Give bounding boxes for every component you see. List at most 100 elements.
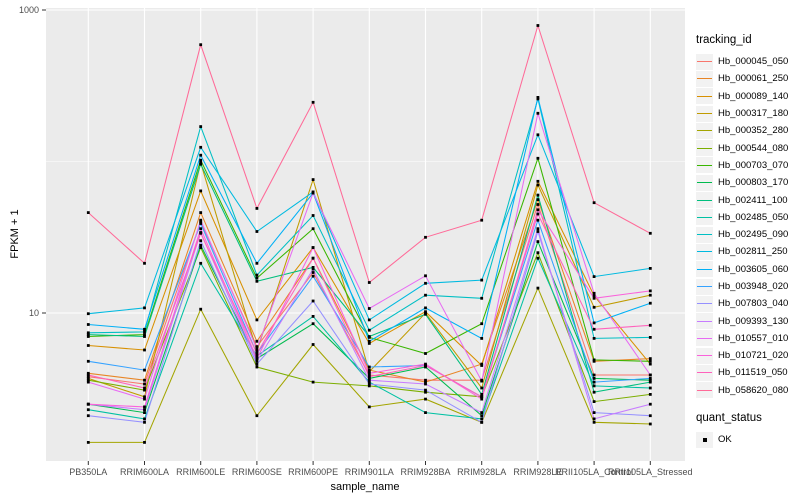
data-point-marker — [592, 420, 596, 424]
data-point-marker — [536, 179, 540, 183]
data-point-marker — [592, 390, 596, 394]
data-point-marker — [424, 365, 427, 369]
data-point-marker — [199, 227, 203, 231]
legend-item-Hb_000703_070: Hb_000703_070 — [696, 157, 800, 174]
legend-item-Hb_002495_090: Hb_002495_090 — [696, 226, 800, 243]
legend-key-line — [697, 147, 712, 149]
legend-item-label: Hb_000045_050 — [718, 56, 789, 68]
data-point-marker — [311, 266, 315, 269]
legend-key-line — [697, 130, 712, 132]
data-point-marker — [143, 261, 146, 265]
data-point-marker — [255, 318, 259, 322]
legend-quant-items: OK — [696, 431, 800, 448]
data-point-marker — [311, 191, 315, 195]
data-point-marker — [367, 384, 371, 388]
data-point-marker — [536, 111, 540, 115]
data-point-marker — [648, 402, 652, 406]
legend-key-line — [697, 355, 712, 357]
legend-item-label: Hb_011519_050 — [718, 367, 788, 379]
data-point-marker — [143, 330, 146, 334]
data-point-marker — [592, 305, 596, 309]
data-point-marker — [86, 373, 90, 377]
data-point-marker — [143, 441, 146, 444]
data-point-marker — [311, 227, 315, 231]
legend-item-label: Hb_000803_170 — [718, 177, 789, 189]
data-point-marker — [424, 382, 427, 386]
data-point-marker — [648, 357, 652, 360]
data-point-marker — [199, 145, 203, 149]
data-point-marker — [143, 388, 146, 392]
data-point-marker — [86, 375, 90, 379]
data-point-marker — [592, 327, 596, 331]
data-point-marker — [367, 371, 371, 375]
data-point-marker — [424, 293, 427, 297]
data-point-marker — [480, 379, 484, 383]
data-point-marker — [424, 274, 427, 278]
legend-item-Hb_009393_130: Hb_009393_130 — [696, 312, 800, 330]
data-point-marker — [199, 189, 203, 193]
data-point-marker — [255, 365, 259, 369]
data-point-marker — [86, 312, 90, 316]
data-point-marker — [311, 315, 315, 318]
x-tick-label: RRIM901LA — [345, 467, 394, 477]
legend-item-Hb_000045_050: Hb_000045_050 — [696, 53, 800, 70]
data-point-marker — [536, 183, 540, 187]
data-point-marker — [255, 230, 259, 233]
data-point-marker — [86, 323, 90, 326]
legend-key-swatch — [696, 192, 713, 209]
legend-item-label: Hb_010721_020 — [718, 350, 789, 362]
data-point-marker — [367, 365, 371, 369]
data-point-marker — [86, 380, 90, 384]
data-point-marker — [480, 364, 484, 367]
legend-key-swatch — [696, 140, 713, 157]
legend-item-Hb_000352_280: Hb_000352_280 — [696, 122, 800, 139]
data-point-marker — [536, 97, 540, 101]
data-point-marker — [199, 218, 203, 222]
legend-item-label: Hb_000352_280 — [718, 125, 789, 137]
data-point-marker — [255, 261, 259, 265]
legend: tracking_id Hb_000045_050 Hb_000061_250 Hb… — [696, 34, 800, 448]
legend-item-label: Hb_003948_020 — [718, 281, 789, 292]
data-point-marker — [255, 276, 259, 280]
data-point-marker — [199, 125, 203, 128]
data-point-marker — [143, 405, 146, 409]
data-point-marker — [311, 271, 315, 274]
legend-items: Hb_000045_050 Hb_000061_250 Hb_000089_140 H… — [696, 53, 800, 399]
data-point-marker — [424, 281, 427, 285]
data-point-marker — [367, 382, 371, 386]
x-axis-title: sample_name — [330, 481, 400, 493]
legend-key-line — [697, 61, 712, 63]
data-point-marker — [143, 382, 146, 386]
x-tick-label: RRII105LA_Stressed — [608, 467, 693, 477]
y-axis-title: FPKM + 1 — [9, 209, 21, 259]
data-point-marker — [143, 417, 146, 421]
data-point-marker — [480, 414, 484, 418]
data-point-marker — [480, 386, 484, 390]
data-point-marker — [199, 246, 203, 249]
legend-key-line — [697, 182, 712, 184]
legend-key-line — [697, 389, 712, 391]
legend-key-swatch — [696, 261, 713, 278]
data-point-marker — [86, 333, 90, 336]
data-point-marker — [648, 414, 652, 418]
data-point-marker — [143, 335, 146, 338]
x-tick-label: RRII105LA_Control — [555, 467, 633, 477]
legend-item-Hb_000317_180: Hb_000317_180 — [696, 105, 800, 122]
legend-item-label: Hb_002811_250 — [718, 246, 788, 258]
data-point-marker — [367, 378, 371, 382]
legend-key-swatch — [696, 174, 713, 191]
x-tick-label: RRIM600PE — [288, 467, 338, 477]
data-point-marker — [480, 278, 484, 282]
data-point-marker — [143, 368, 146, 372]
legend-key-swatch — [696, 330, 713, 347]
data-point-marker — [480, 417, 484, 421]
data-point-marker — [86, 402, 90, 406]
legend-item-label: Hb_000703_070 — [718, 159, 789, 171]
data-point-marker — [592, 377, 596, 380]
legend-key-swatch — [696, 53, 713, 70]
legend-key-swatch — [696, 157, 713, 174]
legend-key-swatch — [696, 226, 713, 243]
data-point-marker — [199, 158, 203, 162]
legend-quant-item-OK: OK — [696, 431, 800, 448]
y-tick-label: 10 — [29, 308, 39, 318]
